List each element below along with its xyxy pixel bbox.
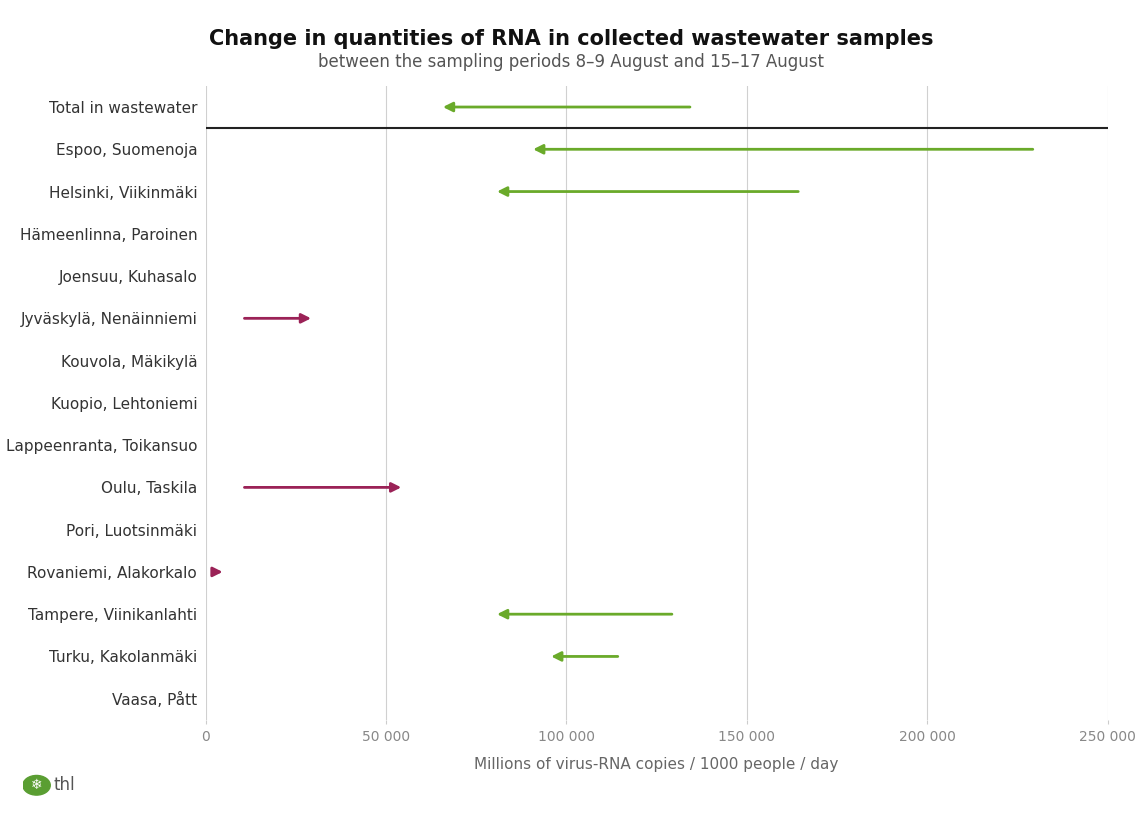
- Circle shape: [23, 775, 50, 795]
- X-axis label: Millions of virus-RNA copies / 1000 people / day: Millions of virus-RNA copies / 1000 peop…: [474, 757, 839, 772]
- Text: Change in quantities of RNA in collected wastewater samples: Change in quantities of RNA in collected…: [209, 29, 933, 48]
- Text: ❄: ❄: [31, 778, 42, 793]
- Text: thl: thl: [54, 776, 75, 794]
- Text: between the sampling periods 8–9 August and 15–17 August: between the sampling periods 8–9 August …: [317, 53, 825, 71]
